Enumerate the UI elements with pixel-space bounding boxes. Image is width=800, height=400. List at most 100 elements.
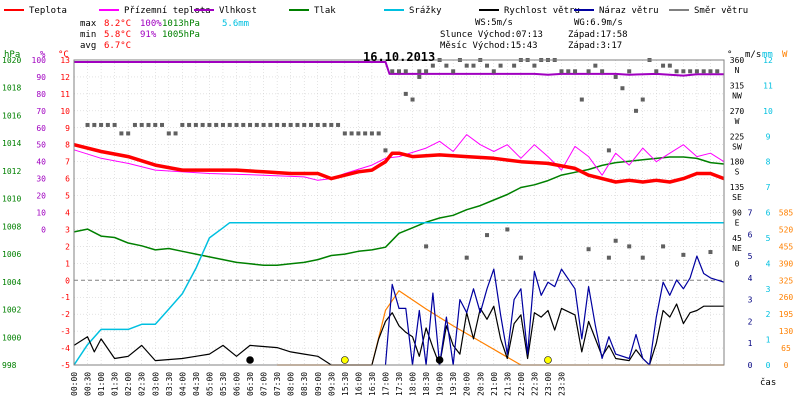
direction-point [99,122,104,127]
tick-label-press: 1014 [2,139,21,148]
tick-label-hum: 90 [36,73,46,82]
tick-label-time: 16:00 [354,372,363,396]
direction-point [667,63,672,68]
direction-point [694,69,699,74]
tick-label-time: 01:00 [97,372,106,396]
tick-label-time: 16:30 [368,372,377,396]
tick-label-time: 04:30 [192,372,201,396]
legend-label: Rychlost větru [504,6,580,16]
unit-pct: % [40,50,46,60]
direction-point [579,97,584,102]
tick-label-wind: 2 [748,317,753,326]
legend-label: Srážky [409,6,442,16]
direction-point [661,63,666,68]
direction-point [485,233,490,238]
direction-point [606,255,611,260]
tick-label-press: 998 [2,361,17,370]
tick-label-direction: NE [732,244,742,253]
tick-label-rain: 12 [763,56,773,65]
legend-label: Teplota [29,6,67,16]
direction-point [308,122,313,127]
stat-avg-label: avg [80,41,96,51]
tick-label-direction: 45 [732,234,742,243]
direction-point [153,122,158,127]
series-rain [73,221,724,366]
direction-point [451,69,456,74]
tick-label-direction: NW [732,91,742,100]
direction-point [369,131,374,136]
tick-label-time: 19:30 [449,372,458,396]
stat-max-label: max [80,19,97,29]
tick-label-time: 01:30 [111,372,120,396]
direction-point [281,122,286,127]
tick-label-temp: 12 [60,73,70,82]
direction-point [505,227,510,232]
tick-label-direction: 135 [730,183,745,192]
tick-label-temp: -4 [60,344,70,353]
direction-point [214,122,219,127]
tick-label-hum: 10 [36,209,46,218]
tick-label-direction: W [735,117,740,126]
tick-label-press: 1016 [2,111,21,120]
direction-point [92,122,97,127]
direction-point [173,131,178,136]
direction-point [593,63,598,68]
direction-point [620,86,625,91]
direction-point [160,122,165,127]
tick-label-time: 00:30 [84,372,93,396]
direction-point [139,122,144,127]
tick-label-direction: E [735,219,740,228]
tick-label-time: 00:00 [70,372,79,396]
tick-label-temp: 8 [65,141,70,150]
chart-date: 16.10.2013 [363,50,435,64]
direction-point [627,69,632,74]
direction-point [302,122,307,127]
info-moon: Měsíc Východ:15:43 [440,41,538,51]
tick-label-rain: 2 [766,310,771,319]
direction-point [559,69,564,74]
direction-point [485,63,490,68]
grid [73,59,725,366]
direction-point [146,122,151,127]
stat-max-temp: 8.2°C [104,19,131,29]
axis-units: hPa % °C ° m/s mm W čas [4,50,788,388]
tick-label-radiation: 195 [779,310,794,319]
tick-label-wind: 0 [748,361,753,370]
tick-label-rain: 3 [766,285,771,294]
info-sun: Slunce Východ:07:13 [440,30,543,40]
tick-label-radiation: 520 [779,225,794,234]
astro-marker [341,356,349,364]
direction-point [424,69,429,74]
direction-point [566,69,571,74]
tick-label-time: 20:00 [463,372,472,396]
tick-label-temp: -1 [60,293,70,302]
direction-point [288,122,293,127]
tick-label-radiation: 0 [784,361,789,370]
direction-point [220,122,225,127]
direction-point [336,122,341,127]
direction-point [356,131,361,136]
axis-ticks: -5-4-3-2-1012345678910111213010203040506… [2,56,793,396]
legend-label: Náraz větru [599,6,659,16]
direction-point [606,148,611,153]
direction-point [424,244,429,249]
legend-label: Vlhkost [219,6,257,16]
direction-point [85,122,90,127]
tick-label-rain: 0 [766,361,771,370]
tick-label-wind: 6 [748,230,753,239]
tick-label-direction: 90 [732,209,742,218]
series-gust [384,255,725,366]
direction-point [105,122,110,127]
unit-mm: mm [762,50,773,60]
tick-label-temp: 6 [65,175,70,184]
tick-label-press: 1002 [2,306,21,315]
tick-label-time: 18:00 [409,372,418,396]
tick-label-time: 19:00 [436,372,445,396]
direction-point [403,91,408,96]
direction-point [200,122,205,127]
direction-point [261,122,266,127]
series-wind [73,303,724,366]
tick-label-temp: -5 [60,361,70,370]
